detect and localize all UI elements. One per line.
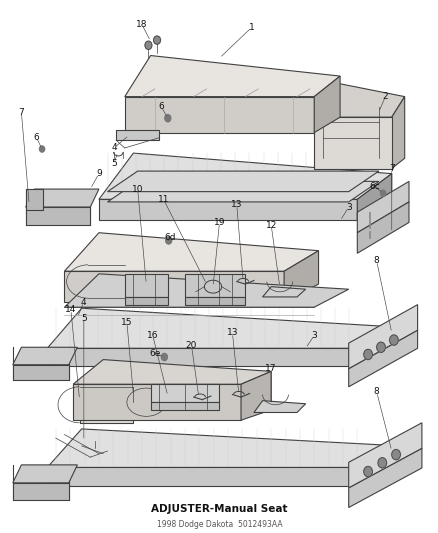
Text: 4: 4 xyxy=(111,143,117,152)
Polygon shape xyxy=(357,174,391,220)
Text: 13: 13 xyxy=(230,200,242,209)
Polygon shape xyxy=(64,271,283,302)
Polygon shape xyxy=(116,130,159,140)
Text: 16: 16 xyxy=(147,331,158,340)
Text: 17: 17 xyxy=(265,365,276,373)
Text: 8: 8 xyxy=(373,387,379,397)
Circle shape xyxy=(380,190,385,196)
Polygon shape xyxy=(26,207,90,225)
Polygon shape xyxy=(240,372,271,420)
Text: 7: 7 xyxy=(388,164,394,173)
Polygon shape xyxy=(107,181,378,202)
Polygon shape xyxy=(262,287,305,297)
Polygon shape xyxy=(283,251,318,302)
Text: 7: 7 xyxy=(18,108,24,117)
Circle shape xyxy=(165,237,171,244)
Polygon shape xyxy=(47,429,399,467)
Polygon shape xyxy=(150,402,219,410)
Circle shape xyxy=(363,349,371,360)
Circle shape xyxy=(145,41,152,50)
Polygon shape xyxy=(124,96,314,133)
Polygon shape xyxy=(64,233,318,271)
Text: 6c: 6c xyxy=(368,182,379,191)
Circle shape xyxy=(39,146,45,152)
Text: 6: 6 xyxy=(158,102,164,111)
Text: 20: 20 xyxy=(185,341,197,350)
Polygon shape xyxy=(150,384,219,402)
Text: ADJUSTER-Manual Seat: ADJUSTER-Manual Seat xyxy=(151,504,287,514)
Polygon shape xyxy=(348,305,417,369)
Polygon shape xyxy=(314,81,404,117)
Text: 1998 Dodge Dakota  5012493AA: 1998 Dodge Dakota 5012493AA xyxy=(156,520,282,529)
Text: 14: 14 xyxy=(65,305,77,314)
Circle shape xyxy=(164,115,170,122)
Text: 4: 4 xyxy=(81,297,86,306)
Polygon shape xyxy=(99,153,391,199)
Circle shape xyxy=(391,449,399,460)
Text: 10: 10 xyxy=(132,184,143,193)
Polygon shape xyxy=(185,274,245,297)
Text: 6: 6 xyxy=(34,133,39,142)
Text: 12: 12 xyxy=(265,221,276,230)
Circle shape xyxy=(153,36,160,44)
Text: 11: 11 xyxy=(157,195,169,204)
Polygon shape xyxy=(13,465,77,483)
Polygon shape xyxy=(357,181,408,233)
Polygon shape xyxy=(357,327,391,366)
Text: 3: 3 xyxy=(345,203,351,212)
Polygon shape xyxy=(13,483,69,500)
Polygon shape xyxy=(391,96,404,168)
Polygon shape xyxy=(365,446,399,486)
Circle shape xyxy=(377,458,386,468)
Polygon shape xyxy=(314,76,339,133)
Polygon shape xyxy=(13,365,69,380)
Polygon shape xyxy=(253,401,305,413)
Polygon shape xyxy=(348,448,421,507)
Text: 13: 13 xyxy=(226,328,238,337)
Polygon shape xyxy=(357,202,408,253)
Text: 2: 2 xyxy=(381,92,387,101)
Polygon shape xyxy=(79,387,133,423)
Text: 18: 18 xyxy=(136,20,148,29)
Circle shape xyxy=(389,335,397,345)
Polygon shape xyxy=(348,330,417,387)
Polygon shape xyxy=(348,423,421,488)
Polygon shape xyxy=(185,297,245,305)
Text: 1: 1 xyxy=(248,23,254,32)
Text: 5: 5 xyxy=(111,159,117,168)
Polygon shape xyxy=(99,199,357,220)
Polygon shape xyxy=(124,55,339,96)
Polygon shape xyxy=(124,274,167,297)
Polygon shape xyxy=(47,348,357,366)
Text: 8: 8 xyxy=(373,256,379,265)
Polygon shape xyxy=(73,360,271,384)
Polygon shape xyxy=(124,297,167,305)
Text: 15: 15 xyxy=(121,318,132,327)
Polygon shape xyxy=(314,117,391,168)
Polygon shape xyxy=(26,189,43,209)
Text: 19: 19 xyxy=(213,218,225,227)
Circle shape xyxy=(161,353,167,361)
Circle shape xyxy=(363,466,371,477)
Text: 3: 3 xyxy=(311,331,316,340)
Polygon shape xyxy=(47,467,365,486)
Text: 9: 9 xyxy=(96,169,102,178)
Polygon shape xyxy=(107,171,378,192)
Text: 5: 5 xyxy=(81,314,87,323)
Polygon shape xyxy=(64,274,348,307)
Polygon shape xyxy=(26,189,99,207)
Polygon shape xyxy=(47,308,391,348)
Circle shape xyxy=(376,342,385,352)
Text: 6d: 6d xyxy=(164,233,175,243)
Polygon shape xyxy=(73,384,240,420)
Text: 6e: 6e xyxy=(149,349,160,358)
Polygon shape xyxy=(13,348,77,365)
